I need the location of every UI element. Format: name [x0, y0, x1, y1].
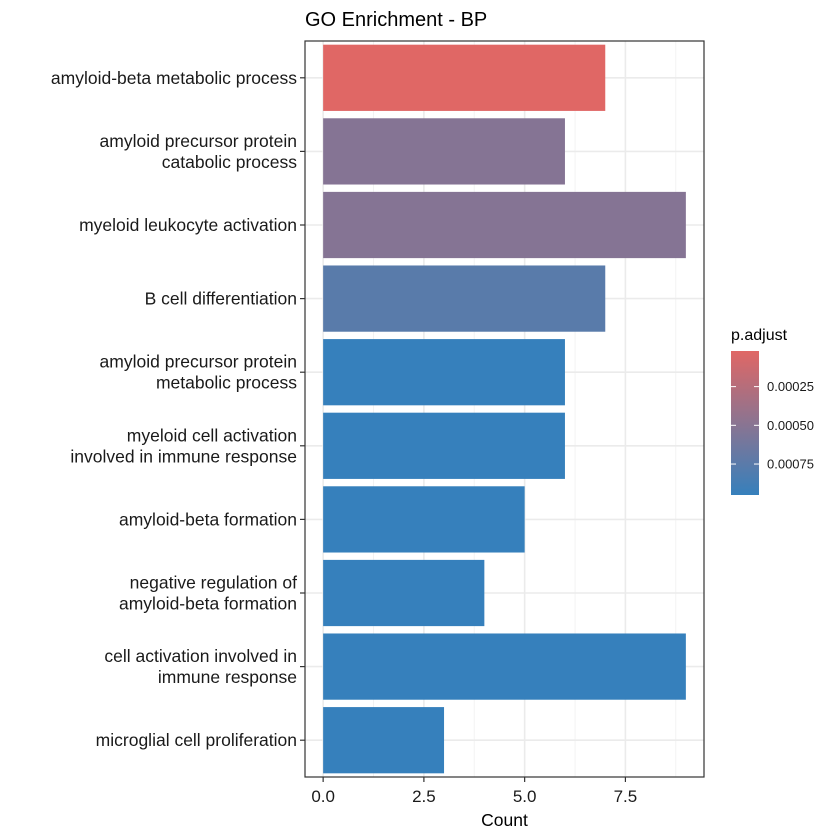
x-tick-label-0: 0.0: [311, 787, 335, 806]
bar-6: [323, 486, 525, 553]
bar-9: [323, 707, 445, 774]
bar-8: [323, 633, 686, 700]
legend-tick-label-2: 0.00075: [767, 457, 814, 472]
chart-title: GO Enrichment - BP: [305, 9, 487, 31]
y-tick-label-8-1: immune response: [158, 667, 297, 687]
y-tick-label-5-0: myeloid cell activation: [127, 425, 297, 445]
bar-4: [323, 339, 565, 406]
legend: p.adjust 0.00025 0.00050 0.00075: [731, 327, 814, 495]
y-tick-label-7-1: amyloid-beta formation: [119, 594, 297, 614]
bar-3: [323, 265, 606, 332]
bar-0: [323, 44, 606, 111]
legend-colorbar: [731, 351, 759, 495]
legend-ticks: 0.00025 0.00050 0.00075: [731, 379, 814, 472]
bar-2: [323, 191, 686, 259]
y-tick-label-8-0: cell activation involved in: [104, 646, 297, 666]
y-tick-label-4-0: amyloid precursor protein: [100, 352, 297, 372]
bar-7: [323, 559, 485, 627]
y-tick-label-5-1: involved in immune response: [70, 446, 297, 466]
legend-title: p.adjust: [731, 327, 788, 344]
legend-tick-label-0: 0.00025: [767, 379, 814, 394]
x-axis-title: Count: [481, 810, 528, 830]
plot-panel-border: [304, 40, 705, 778]
y-tick-label-9-0: microglial cell proliferation: [96, 730, 297, 750]
y-axis: amyloid-beta metabolic process amyloid pr…: [51, 68, 305, 750]
y-tick-label-1-1: catabolic process: [162, 152, 297, 172]
x-tick-label-3: 7.5: [614, 787, 638, 806]
bar-5: [323, 412, 565, 479]
x-tick-label-2: 5.0: [513, 787, 537, 806]
bar-1: [323, 118, 565, 185]
y-tick-label-4-1: metabolic process: [156, 373, 297, 393]
y-tick-label-7-0: negative regulation of: [130, 573, 297, 593]
x-axis: 0.0 2.5 5.0 7.5: [311, 777, 637, 806]
y-tick-label-3-0: B cell differentiation: [145, 289, 297, 309]
legend-tick-label-1: 0.00050: [767, 418, 814, 433]
y-tick-label-6-0: amyloid-beta formation: [119, 509, 297, 529]
y-tick-label-0-0: amyloid-beta metabolic process: [51, 68, 297, 88]
bars: [323, 44, 686, 774]
y-tick-label-2-0: myeloid leukocyte activation: [79, 215, 297, 235]
y-tick-label-1-0: amyloid precursor protein: [100, 131, 297, 151]
x-tick-label-1: 2.5: [412, 787, 436, 806]
